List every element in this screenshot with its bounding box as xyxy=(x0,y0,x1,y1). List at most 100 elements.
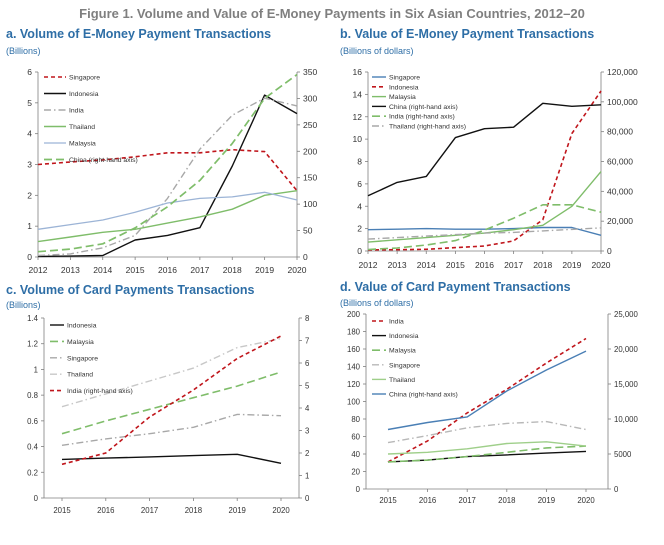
chart-d-xtick-label: 2017 xyxy=(459,496,476,505)
chart-d-xtick-label: 2020 xyxy=(577,496,595,505)
chart-c-legend-label: Indonesia xyxy=(67,323,97,330)
chart-a-ytick-label: 0 xyxy=(27,252,32,262)
chart-a-ytick-label: 3 xyxy=(27,160,32,170)
chart-d-ytick-label: 180 xyxy=(347,328,361,337)
chart-d-xtick-label: 2015 xyxy=(379,496,397,505)
chart-d-xtick-label: 2016 xyxy=(419,496,436,505)
chart-a-y2tick-label: 50 xyxy=(303,226,313,236)
chart-b-y2tick-label: 0 xyxy=(607,246,612,256)
chart-d-ytick-label: 140 xyxy=(347,363,361,372)
chart-b-xtick-label: 2017 xyxy=(504,260,523,270)
chart-c-legend-label: Thailand xyxy=(67,372,93,379)
chart-d-legend-label: Thailand xyxy=(389,377,415,384)
chart-d-ytick-label: 20 xyxy=(351,468,360,477)
chart-c: 0 0.2 0.4 0.6 0.8 1 1.2 1.4 0 1 2 3 4 5 6 7 8 2015 2016 201… xyxy=(27,314,310,515)
chart-d-y2tick-label: 5000 xyxy=(614,450,632,459)
chart-c-ytick-label: 0 xyxy=(34,494,39,503)
chart-d-y2tick-label: 20,000 xyxy=(614,345,639,354)
chart-a-legend-label: Thailand xyxy=(69,124,95,131)
panel-b-unit: (Billions of dollars) xyxy=(340,46,414,56)
chart-c-y2tick-label: 3 xyxy=(305,427,309,436)
chart-c-y2tick-label: 7 xyxy=(305,337,309,346)
chart-c-series-line xyxy=(61,337,282,408)
chart-a-series-line xyxy=(37,73,298,253)
chart-c-y2tick-label: 6 xyxy=(305,359,309,368)
chart-b-ytick-label: 14 xyxy=(353,89,363,99)
chart-c-ytick-label: 0.8 xyxy=(27,391,38,400)
chart-b-series-line xyxy=(367,226,602,236)
chart-a-legend-label: Indonesia xyxy=(69,91,99,98)
chart-b-y2tick-label: 120,000 xyxy=(607,67,638,77)
chart-d-ytick-label: 200 xyxy=(347,310,361,319)
chart-b-ytick-label: 0 xyxy=(357,246,362,256)
chart-d-series-line xyxy=(387,441,587,455)
chart-a-xtick-label: 2015 xyxy=(126,265,145,275)
chart-b-ytick-label: 2 xyxy=(357,224,362,234)
chart-b-legend-label: Singapore xyxy=(389,75,420,82)
chart-c-xtick-label: 2015 xyxy=(53,506,71,515)
panel-a-title: a. Volume of E-Money Payment Transaction… xyxy=(6,27,272,41)
chart-a-y2tick-label: 300 xyxy=(303,93,317,103)
chart-a-ytick-label: 1 xyxy=(27,221,32,231)
chart-d-y2tick-label: 25,000 xyxy=(614,310,639,319)
chart-d-legend-label: Indonesia xyxy=(389,333,419,340)
chart-b-y2tick-label: 40,000 xyxy=(607,186,633,196)
chart-d-series-line xyxy=(387,445,587,463)
chart-b-y2tick-label: 100,000 xyxy=(607,97,638,107)
chart-c-ytick-label: 1 xyxy=(34,365,38,374)
chart-a-y2tick-label: 0 xyxy=(303,252,308,262)
chart-d-legend-label: Singapore xyxy=(389,362,420,369)
chart-d-series-line xyxy=(387,450,587,463)
chart-b-legend-label: China (right-hand axis) xyxy=(389,104,458,111)
chart-c-ytick-label: 0.2 xyxy=(27,468,38,477)
chart-b-series-line xyxy=(367,102,602,197)
chart-a-y2tick-label: 250 xyxy=(303,120,317,130)
chart-b-legend-label: Malaysia xyxy=(389,94,416,101)
chart-d-ytick-label: 0 xyxy=(356,485,361,494)
chart-a-y2tick-label: 100 xyxy=(303,199,317,209)
chart-b-legend-label: Thailand (right-hand axis) xyxy=(389,124,466,131)
chart-c-y2tick-label: 2 xyxy=(305,449,309,458)
chart-d-xtick-label: 2019 xyxy=(538,496,555,505)
chart-c-legend-label: Malaysia xyxy=(67,339,94,346)
chart-b-series-line xyxy=(367,171,602,243)
chart-b-series-line xyxy=(367,227,602,240)
chart-b-ytick-label: 12 xyxy=(353,112,363,122)
chart-a-xtick-label: 2014 xyxy=(93,265,112,275)
chart-a-xtick-label: 2020 xyxy=(288,265,307,275)
chart-b-ytick-label: 16 xyxy=(353,67,363,77)
chart-a-series-line xyxy=(37,191,298,230)
chart-b-xtick-label: 2015 xyxy=(446,260,465,270)
panel-a-unit: (Billions) xyxy=(6,46,41,56)
panel-b-title: b. Value of E-Money Payment Transactions xyxy=(340,27,595,41)
chart-a-legend-label: Malaysia xyxy=(69,141,96,148)
panel-d-unit: (Billions of dollars) xyxy=(340,298,414,308)
chart-a-series-line xyxy=(37,148,298,192)
chart-a-xtick-label: 2019 xyxy=(255,265,274,275)
chart-d-ytick-label: 80 xyxy=(351,415,360,424)
chart-b-ytick-label: 10 xyxy=(353,134,363,144)
chart-c-xtick-label: 2020 xyxy=(272,506,290,515)
chart-c-xtick-label: 2017 xyxy=(141,506,158,515)
chart-a-legend-label: China (right-hand axis) xyxy=(69,157,138,164)
chart-c-ytick-label: 1.4 xyxy=(27,314,39,323)
chart-a-ytick-label: 4 xyxy=(27,129,32,139)
chart-b-xtick-label: 2012 xyxy=(359,260,378,270)
chart-a-y2tick-label: 200 xyxy=(303,146,317,156)
chart-a-legend-label: India xyxy=(69,108,84,115)
chart-d-series-line xyxy=(387,337,587,463)
chart-c-y2tick-label: 0 xyxy=(305,494,310,503)
chart-c-legend-label: Singapore xyxy=(67,355,98,362)
chart-b-xtick-label: 2019 xyxy=(562,260,581,270)
chart-b: 0 2 4 6 8 10 12 14 16 0 20,000 40,000 60,000 80,000 10… xyxy=(353,67,638,270)
chart-c-y2tick-label: 8 xyxy=(305,314,309,323)
chart-d-ytick-label: 100 xyxy=(347,398,361,407)
chart-c-ytick-label: 0.6 xyxy=(27,417,38,426)
chart-b-legend-label: India (right-hand axis) xyxy=(389,114,455,121)
chart-a-series-line xyxy=(37,190,298,243)
chart-a-series-line xyxy=(37,97,298,257)
chart-d-ytick-label: 40 xyxy=(351,450,360,459)
chart-b-xtick-label: 2013 xyxy=(388,260,407,270)
panel-d-title: d. Value of Card Payment Transactions xyxy=(340,280,571,294)
chart-c-y2tick-label: 1 xyxy=(305,472,309,481)
